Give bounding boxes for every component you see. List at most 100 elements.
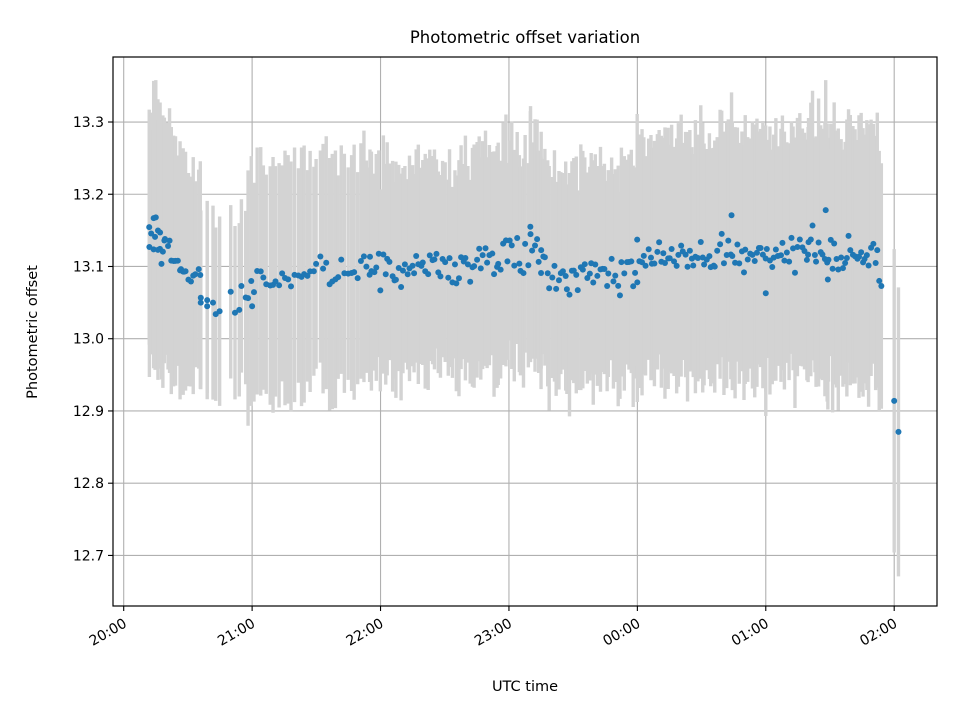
data-point xyxy=(431,256,438,263)
data-point xyxy=(728,212,735,219)
data-point xyxy=(843,255,850,262)
data-point xyxy=(146,224,153,231)
plot-frame xyxy=(112,56,938,607)
data-point xyxy=(382,271,389,278)
data-point xyxy=(845,232,852,239)
data-point xyxy=(590,279,597,286)
data-point xyxy=(489,250,496,257)
data-point xyxy=(570,267,577,274)
data-point xyxy=(729,252,736,259)
data-point xyxy=(796,236,803,243)
data-point xyxy=(604,283,611,290)
data-point xyxy=(824,276,831,283)
data-point xyxy=(673,262,680,269)
data-point xyxy=(865,262,872,269)
data-point xyxy=(451,261,458,268)
data-point xyxy=(656,239,663,246)
data-point xyxy=(697,239,704,246)
data-point xyxy=(437,273,444,280)
data-point xyxy=(694,255,701,262)
data-point xyxy=(634,236,641,243)
data-point xyxy=(574,287,581,294)
y-tick-label: 12.7 xyxy=(73,548,104,564)
data-point xyxy=(725,237,732,244)
data-point xyxy=(863,252,870,259)
data-point xyxy=(640,252,647,259)
data-point xyxy=(833,256,840,263)
data-point xyxy=(811,252,818,259)
data-point xyxy=(874,247,881,254)
data-point xyxy=(842,260,849,267)
data-point xyxy=(525,262,532,269)
data-point xyxy=(426,252,433,259)
data-points xyxy=(146,207,902,435)
data-point xyxy=(772,246,779,253)
data-point xyxy=(187,278,194,285)
data-point xyxy=(642,262,649,269)
data-point xyxy=(335,274,342,281)
data-point xyxy=(491,271,498,278)
data-point xyxy=(829,265,836,272)
data-point xyxy=(474,256,481,263)
data-point xyxy=(288,283,295,290)
data-point xyxy=(825,256,832,263)
data-point xyxy=(532,242,539,249)
data-point xyxy=(197,272,204,279)
data-point xyxy=(551,262,558,269)
data-point xyxy=(579,266,586,273)
data-point xyxy=(605,270,612,277)
data-point xyxy=(791,269,798,276)
data-point xyxy=(878,282,885,289)
data-point xyxy=(634,279,641,286)
data-point xyxy=(562,273,569,280)
data-point xyxy=(809,222,816,229)
data-point xyxy=(404,271,411,278)
data-point xyxy=(195,266,202,273)
data-point xyxy=(158,260,165,267)
data-point xyxy=(563,286,570,293)
data-point xyxy=(615,282,622,289)
data-point xyxy=(601,265,608,272)
data-point xyxy=(516,260,523,267)
data-point xyxy=(769,263,776,270)
data-point xyxy=(212,311,219,318)
data-point xyxy=(238,282,245,289)
data-point xyxy=(455,275,462,282)
data-point xyxy=(304,272,311,279)
data-point xyxy=(272,278,279,285)
data-point xyxy=(706,253,713,260)
x-axis-label: UTC time xyxy=(492,679,558,695)
data-point xyxy=(236,306,243,313)
data-point xyxy=(608,255,615,262)
data-point xyxy=(231,309,238,316)
data-point xyxy=(242,294,249,301)
data-point xyxy=(248,277,255,284)
data-point xyxy=(476,245,483,252)
data-point xyxy=(351,269,358,276)
data-point xyxy=(482,245,489,252)
data-point xyxy=(506,237,513,244)
data-point xyxy=(831,240,838,247)
data-point xyxy=(462,255,469,262)
data-point xyxy=(783,249,790,256)
data-point xyxy=(870,240,877,247)
data-point xyxy=(527,223,534,230)
data-point xyxy=(742,246,749,253)
data-point xyxy=(711,263,718,270)
data-point xyxy=(159,248,166,255)
data-point xyxy=(872,260,879,267)
data-point xyxy=(514,234,521,241)
data-point xyxy=(276,282,283,289)
data-point xyxy=(788,234,795,241)
data-point xyxy=(736,260,743,267)
data-point xyxy=(671,258,678,265)
y-axis-label: Photometric offset xyxy=(25,265,41,399)
data-point xyxy=(555,277,562,284)
data-point xyxy=(647,254,654,261)
data-point xyxy=(835,266,842,273)
data-point xyxy=(182,268,189,275)
data-point xyxy=(684,263,691,270)
data-point xyxy=(838,254,845,261)
data-point xyxy=(660,250,667,257)
